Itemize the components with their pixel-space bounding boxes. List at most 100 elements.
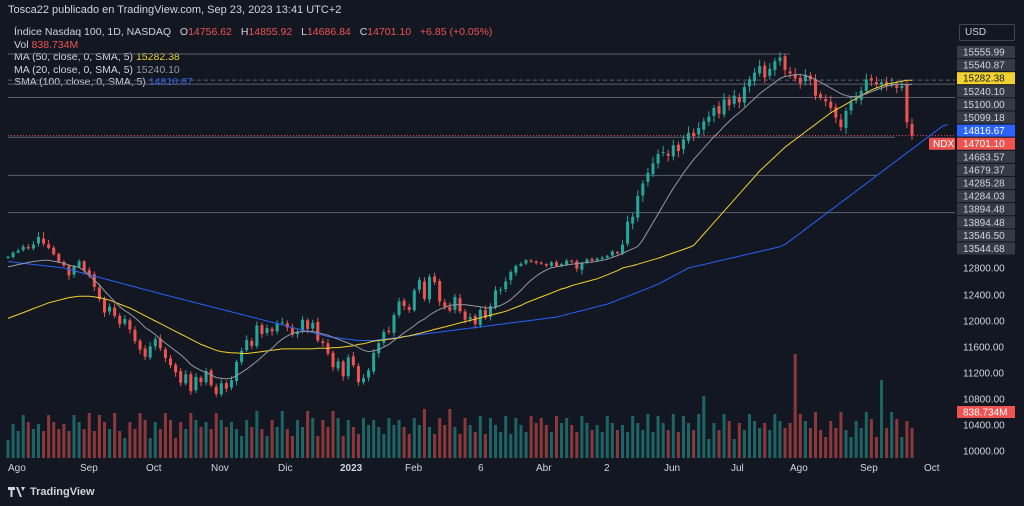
candle-body	[321, 341, 325, 344]
price-label-text: 15240.10	[963, 87, 1005, 98]
candle-body	[67, 265, 71, 276]
candle-body	[412, 290, 416, 311]
volume-bar	[910, 428, 914, 458]
candle-body	[397, 301, 401, 316]
volume-bar	[412, 418, 416, 458]
volume-bar	[270, 420, 274, 458]
volume-bar	[626, 432, 630, 458]
candle-body	[295, 332, 299, 335]
candle-body	[209, 370, 213, 386]
volume-bar	[824, 437, 828, 458]
currency-button[interactable]: USD	[959, 24, 1015, 41]
candle-body	[849, 102, 853, 111]
candle-body	[138, 340, 142, 350]
candle-body	[77, 261, 81, 267]
y-tick-label: 10000.00	[963, 447, 1005, 458]
volume-bar	[377, 427, 381, 458]
candle-body	[905, 84, 909, 123]
candle-body	[605, 255, 609, 258]
volume-bar	[453, 427, 457, 458]
volume-bar	[580, 416, 584, 458]
candle-body	[747, 79, 751, 87]
volume-bar	[448, 409, 452, 458]
candle-body	[900, 86, 904, 88]
price-label-box	[957, 46, 1015, 58]
candle-body	[529, 260, 533, 262]
legend-open: 14756.62	[188, 26, 232, 38]
volume-bar	[783, 428, 787, 458]
volume-bar	[306, 411, 310, 458]
volume-bar	[102, 422, 107, 458]
volume-bar	[697, 414, 701, 458]
candle-body	[544, 264, 548, 266]
volume-bar	[433, 434, 437, 458]
volume-bar	[229, 422, 233, 458]
volume-bar	[331, 411, 335, 458]
volume-bar	[504, 416, 508, 458]
y-tick-label: 10800.00	[963, 395, 1005, 406]
volume-bar	[47, 415, 51, 458]
volume-bar	[351, 427, 355, 458]
volume-bar	[773, 414, 777, 458]
volume-bar	[438, 418, 442, 458]
candle-body	[514, 265, 518, 273]
price-label-text: 15555.99	[963, 48, 1005, 59]
volume-bar	[72, 415, 76, 458]
candle-body	[82, 261, 86, 271]
volume-bar	[844, 430, 848, 458]
legend-vol-label: Vol	[14, 38, 29, 51]
candle-body	[570, 260, 574, 262]
volume-bar	[483, 434, 487, 458]
candle-body	[367, 370, 371, 378]
volume-bar	[199, 427, 203, 458]
volume-bar	[788, 423, 792, 458]
candle-body	[235, 361, 239, 381]
volume-bar	[417, 425, 421, 458]
volume-bar	[890, 412, 894, 458]
candle-body	[219, 383, 223, 395]
candle-body	[102, 298, 107, 313]
tradingview-brand[interactable]: TradingView	[8, 486, 95, 498]
volume-bar	[595, 425, 599, 458]
volume-bar	[859, 428, 863, 458]
x-tick-label: Feb	[405, 463, 423, 474]
x-tick-label: 6	[478, 463, 484, 474]
candle-body	[702, 121, 706, 130]
volume-bar	[26, 422, 30, 458]
volume-bar	[524, 432, 528, 458]
x-tick-label: Ago	[790, 463, 808, 474]
candle-body	[636, 195, 640, 218]
volume-bar	[692, 430, 696, 458]
price-label-box	[957, 177, 1015, 189]
candle-body	[275, 323, 279, 332]
volume-bar	[473, 432, 477, 458]
candle-body	[240, 350, 244, 363]
volume-bar	[204, 422, 208, 458]
candle-body	[712, 108, 716, 116]
volume-bar	[539, 418, 543, 458]
volume-bar	[42, 431, 46, 458]
candle-body	[631, 216, 635, 224]
volume-bar	[854, 421, 858, 458]
legend-ma20-row: MA (20, close, 0, SMA, 5) 15240.10	[14, 64, 492, 77]
x-tick-label: Sep	[860, 463, 878, 474]
candle-body	[392, 315, 396, 333]
candle-body	[402, 300, 406, 307]
volume-bar	[245, 420, 249, 458]
candle-body	[549, 262, 553, 266]
volume-bar	[326, 427, 330, 458]
volume-bar	[509, 434, 513, 458]
candle-body	[463, 311, 467, 320]
candle-body	[788, 71, 792, 74]
candle-body	[336, 361, 340, 369]
legend-high: 14855.92	[248, 26, 293, 38]
volume-bar	[834, 428, 838, 458]
candle-body	[778, 57, 782, 62]
candle-body	[341, 361, 345, 377]
volume-bar	[468, 425, 472, 458]
legend-low: 14686.84	[306, 26, 351, 38]
candle-body	[727, 99, 731, 106]
candle-body	[494, 290, 498, 308]
candle-body	[656, 153, 660, 164]
